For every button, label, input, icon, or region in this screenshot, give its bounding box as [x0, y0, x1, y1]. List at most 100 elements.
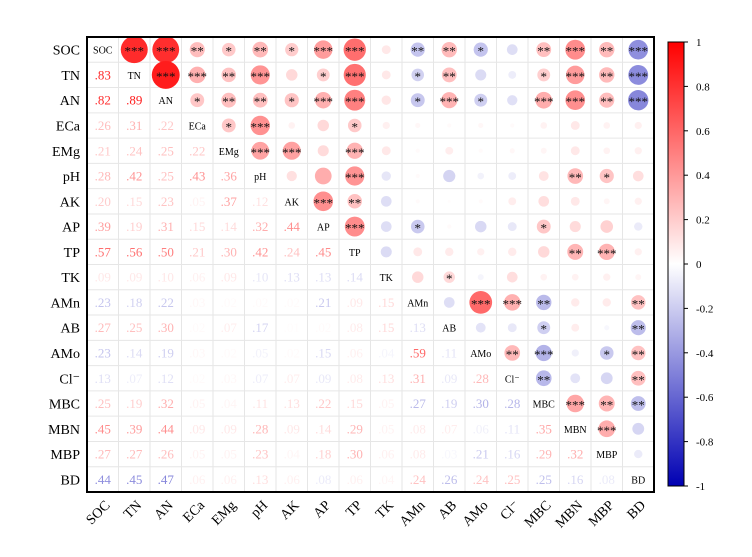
correlation-value: .09	[315, 371, 331, 386]
diagonal-variable-label: AMn	[407, 298, 428, 309]
correlation-circle	[603, 273, 611, 281]
plot-frame	[86, 36, 655, 493]
significance-mark: ***	[125, 44, 145, 59]
row-label: MBN	[48, 423, 80, 438]
correlation-circle	[630, 396, 646, 411]
correlation-value: .24	[126, 143, 143, 158]
correlation-circle	[221, 67, 237, 83]
correlation-circle	[190, 93, 205, 108]
correlation-value: .04	[284, 447, 301, 462]
correlation-circle	[571, 298, 580, 307]
correlation-circle	[603, 122, 611, 129]
correlation-circle	[630, 295, 646, 310]
correlation-circle	[380, 221, 392, 232]
correlation-circle	[634, 197, 642, 205]
correlation-value: .56	[126, 244, 143, 259]
diagonal-variable-label: MBP	[596, 450, 618, 461]
significance-mark: ***	[345, 94, 365, 109]
correlation-circle	[599, 41, 615, 58]
correlation-circle	[634, 222, 643, 231]
correlation-circle	[189, 66, 206, 84]
correlation-circle	[538, 195, 550, 207]
correlation-value: .32	[158, 396, 174, 411]
correlation-value: .26	[95, 118, 112, 133]
correlation-value: .05	[378, 396, 394, 411]
significance-mark: **	[632, 296, 645, 311]
correlation-circle	[571, 349, 579, 357]
significance-mark: **	[632, 322, 645, 337]
colorbar-tick-label: -1	[696, 481, 705, 493]
correlation-circle	[415, 148, 420, 153]
correlation-value: .02	[284, 345, 300, 360]
significance-mark: **	[632, 347, 645, 362]
correlation-circle	[317, 119, 329, 132]
correlation-value: .10	[158, 270, 174, 285]
correlation-value: .89	[126, 93, 142, 108]
row-label: AN	[60, 94, 80, 109]
correlation-circle	[567, 243, 584, 260]
correlation-circle	[506, 271, 518, 283]
correlation-value: .21	[473, 447, 489, 462]
correlation-value: .19	[441, 396, 457, 411]
correlation-circle	[604, 325, 610, 331]
correlation-value: .13	[252, 472, 268, 487]
correlation-circle	[286, 69, 298, 81]
row-label: AMn	[50, 296, 80, 311]
correlation-circle	[634, 248, 642, 256]
correlation-circle	[628, 39, 649, 60]
correlation-value: .44	[158, 421, 175, 436]
significance-mark: *	[289, 44, 296, 59]
correlation-circle	[477, 274, 484, 281]
correlation-value: .16	[504, 447, 521, 462]
correlation-circle	[632, 422, 645, 435]
correlation-circle	[540, 273, 548, 281]
correlation-value: .09	[221, 270, 237, 285]
correlation-value: .43	[189, 169, 205, 184]
correlation-circle	[346, 142, 363, 159]
correlation-value: .05	[252, 345, 268, 360]
correlation-value: .24	[410, 472, 427, 487]
correlation-value: .06	[378, 447, 395, 462]
significance-mark: *	[415, 94, 422, 109]
correlation-circle	[447, 199, 451, 203]
correlation-circle	[565, 90, 586, 111]
correlation-circle	[598, 243, 615, 260]
correlation-value: .12	[252, 194, 268, 209]
correlation-value: .24	[473, 472, 490, 487]
significance-mark: ***	[566, 69, 586, 84]
significance-mark: **	[600, 44, 613, 59]
correlation-circle	[508, 70, 517, 79]
colorbar	[667, 41, 685, 487]
correlation-circle	[282, 141, 301, 160]
correlation-value: .17	[252, 320, 269, 335]
significance-mark: *	[478, 44, 485, 59]
correlation-value: .16	[567, 472, 584, 487]
diagonal-variable-label: AN	[159, 96, 173, 107]
correlation-value: .07	[252, 371, 269, 386]
correlation-value: .06	[347, 472, 364, 487]
significance-mark: ***	[345, 221, 365, 236]
correlation-circle	[507, 95, 518, 106]
correlation-value: .06	[189, 472, 206, 487]
correlation-circle	[475, 220, 487, 233]
correlation-circle	[506, 44, 518, 55]
significance-mark: *	[604, 170, 611, 185]
correlation-value: .39	[95, 219, 111, 234]
correlation-value: .29	[536, 447, 552, 462]
column-label: TN	[121, 498, 145, 522]
correlation-value: .08	[410, 447, 426, 462]
correlation-circle	[478, 148, 483, 153]
correlation-value: .14	[126, 345, 143, 360]
correlation-circle	[447, 123, 452, 128]
correlation-value: .08	[315, 472, 331, 487]
correlation-value: .08	[599, 472, 615, 487]
correlation-value: .42	[126, 169, 142, 184]
correlation-value: .15	[347, 396, 363, 411]
significance-mark: ***	[188, 69, 208, 84]
correlation-circle	[537, 68, 551, 82]
correlation-circle	[632, 170, 644, 182]
significance-mark: **	[191, 44, 204, 59]
correlation-circle	[508, 197, 517, 206]
significance-mark: ***	[566, 94, 586, 109]
